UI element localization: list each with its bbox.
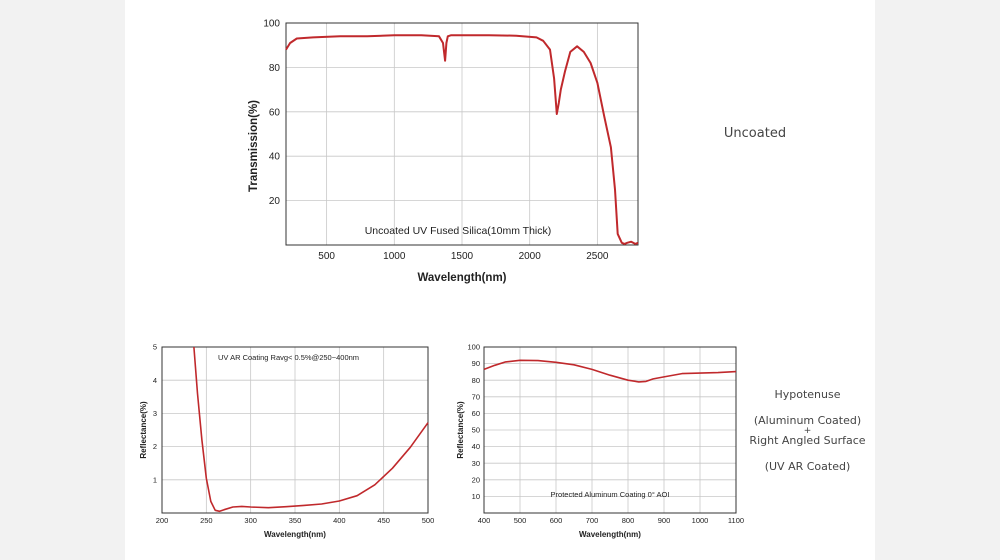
y-axis-label: Reflectance(%) bbox=[139, 401, 148, 459]
reflectance-curve bbox=[483, 359, 737, 383]
transmission-chart: 500 1000 1500 2000 2500 20 40 60 80 100 Uncoated… bbox=[248, 19, 639, 284]
x-tick-label: 800 bbox=[622, 516, 635, 525]
uv-ar-coated-label: (UV AR Coated) bbox=[764, 459, 851, 473]
x-tick-label: 250 bbox=[200, 516, 213, 525]
y-tick-labels: 10 20 30 40 50 60 70 80 90 100 bbox=[467, 343, 480, 501]
x-tick-label: 500 bbox=[318, 251, 335, 262]
y-tick-label: 30 bbox=[472, 459, 480, 468]
grid-lines bbox=[162, 347, 428, 513]
x-tick-label: 400 bbox=[333, 516, 346, 525]
plot-frame bbox=[285, 22, 639, 246]
y-tick-label: 80 bbox=[269, 63, 281, 74]
x-tick-label: 500 bbox=[514, 516, 527, 525]
x-tick-label: 900 bbox=[658, 516, 671, 525]
plus-sign: + bbox=[803, 426, 812, 436]
chart-annotation: UV AR Coating Ravg< 0.5%@250~400nm bbox=[218, 353, 359, 362]
y-tick-label: 80 bbox=[472, 376, 480, 385]
x-tick-label: 1500 bbox=[451, 251, 474, 262]
x-tick-label: 2000 bbox=[519, 251, 542, 262]
x-axis-label: Wavelength(nm) bbox=[579, 530, 641, 539]
x-tick-label: 1000 bbox=[692, 516, 709, 525]
y-tick-label: 4 bbox=[153, 376, 157, 385]
y-tick-label: 70 bbox=[472, 392, 480, 401]
y-axis-label: Transmission(%) bbox=[248, 100, 260, 192]
x-tick-labels: 400 500 600 700 800 900 1000 1100 bbox=[478, 516, 744, 525]
grid-lines bbox=[484, 347, 736, 513]
chart-annotation: Uncoated UV Fused Silica(10mm Thick) bbox=[365, 225, 552, 237]
chart-annotation: Protected Aluminum Coating 0° AOI bbox=[551, 490, 670, 499]
uv-ar-reflectance-chart: 200 250 300 350 400 450 500 1 2 3 4 5 UV AR Coatin… bbox=[139, 343, 434, 539]
x-tick-labels: 200 250 300 350 400 450 500 bbox=[156, 516, 435, 525]
y-tick-label: 10 bbox=[472, 492, 480, 501]
x-tick-labels: 500 1000 1500 2000 2500 bbox=[318, 251, 609, 262]
y-tick-labels: 1 2 3 4 5 bbox=[153, 343, 157, 485]
aluminum-reflectance-chart: 400 500 600 700 800 900 1000 1100 10 20 30 40 50 60 7… bbox=[456, 343, 744, 539]
y-tick-label: 5 bbox=[153, 343, 157, 352]
y-axis-label: Reflectance(%) bbox=[456, 401, 465, 459]
aluminum-coated-label: (Aluminum Coated) bbox=[753, 413, 862, 427]
x-tick-label: 2500 bbox=[586, 251, 609, 262]
grid-lines bbox=[286, 23, 638, 245]
y-tick-label: 20 bbox=[472, 475, 480, 484]
plot-frame bbox=[483, 346, 737, 514]
transmission-curve bbox=[285, 34, 639, 245]
x-tick-label: 400 bbox=[478, 516, 491, 525]
x-tick-label: 1000 bbox=[383, 251, 406, 262]
x-tick-label: 600 bbox=[550, 516, 563, 525]
y-tick-label: 100 bbox=[467, 343, 480, 352]
x-tick-label: 500 bbox=[422, 516, 435, 525]
y-tick-label: 60 bbox=[269, 107, 281, 118]
hypotenuse-label: Hypotenuse bbox=[774, 388, 841, 401]
x-axis-label: Wavelength(nm) bbox=[264, 530, 326, 539]
x-tick-label: 700 bbox=[586, 516, 599, 525]
x-tick-label: 300 bbox=[244, 516, 257, 525]
y-tick-label: 3 bbox=[153, 409, 157, 418]
uncoated-label: Uncoated bbox=[723, 126, 787, 141]
y-tick-label: 40 bbox=[472, 442, 480, 451]
y-tick-label: 60 bbox=[472, 409, 480, 418]
right-angled-label: Right Angled Surface bbox=[749, 434, 866, 447]
x-tick-label: 450 bbox=[377, 516, 390, 525]
y-tick-label: 1 bbox=[153, 475, 157, 484]
y-tick-label: 2 bbox=[153, 442, 157, 451]
x-tick-label: 200 bbox=[156, 516, 169, 525]
y-tick-label: 20 bbox=[269, 196, 281, 207]
y-tick-label: 90 bbox=[472, 359, 480, 368]
y-tick-label: 50 bbox=[472, 426, 480, 435]
x-axis-label: Wavelength(nm) bbox=[417, 272, 506, 284]
y-tick-label: 40 bbox=[269, 152, 281, 163]
reflectance-curve bbox=[193, 346, 429, 513]
y-tick-label: 100 bbox=[263, 19, 280, 30]
coating-description: Hypotenuse (Aluminum Coated) + Right Ang… bbox=[735, 388, 880, 473]
y-tick-labels: 20 40 60 80 100 bbox=[263, 19, 280, 208]
plot-frame bbox=[161, 346, 429, 514]
x-tick-label: 350 bbox=[289, 516, 302, 525]
x-tick-label: 1100 bbox=[728, 516, 744, 525]
